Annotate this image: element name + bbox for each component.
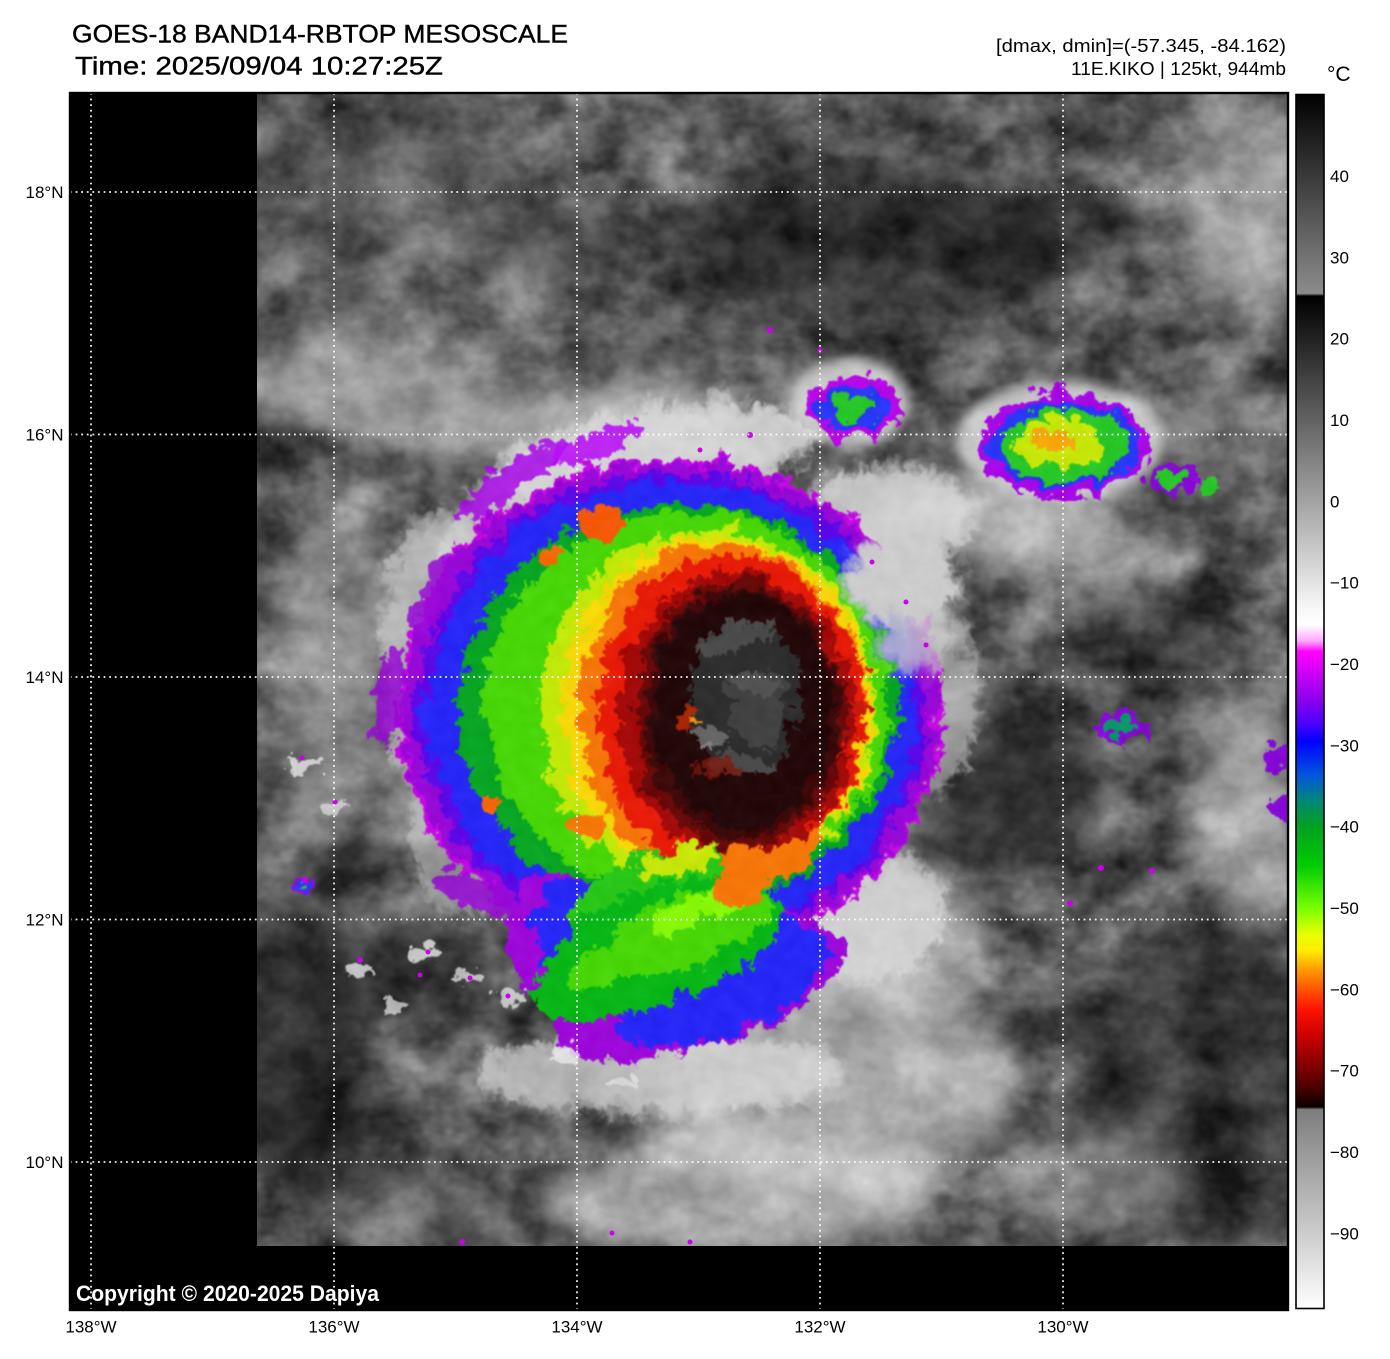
svg-text:−50: −50 xyxy=(1330,899,1359,918)
svg-text:Copyright © 2020-2025 Dapiya: Copyright © 2020-2025 Dapiya xyxy=(76,1281,380,1306)
svg-text:132°W: 132°W xyxy=(794,1318,845,1337)
svg-text:−90: −90 xyxy=(1330,1224,1359,1243)
svg-text:20: 20 xyxy=(1330,330,1349,349)
svg-text:138°W: 138°W xyxy=(65,1318,116,1337)
svg-text:0: 0 xyxy=(1330,492,1339,511)
svg-text:−40: −40 xyxy=(1330,818,1359,837)
svg-text:°C: °C xyxy=(1327,63,1351,86)
svg-text:12°N: 12°N xyxy=(26,911,64,930)
svg-text:GOES-18 BAND14-RBTOP MESOSCALE: GOES-18 BAND14-RBTOP MESOSCALE xyxy=(72,21,568,49)
svg-text:−60: −60 xyxy=(1330,980,1359,999)
svg-text:18°N: 18°N xyxy=(26,183,64,202)
svg-text:−80: −80 xyxy=(1330,1143,1359,1162)
svg-text:10: 10 xyxy=(1330,411,1349,430)
svg-text:−20: −20 xyxy=(1330,655,1359,674)
svg-text:40: 40 xyxy=(1330,167,1349,186)
svg-text:−70: −70 xyxy=(1330,1062,1359,1081)
svg-text:−30: −30 xyxy=(1330,736,1359,755)
svg-text:Time: 2025/09/04 10:27:25Z: Time: 2025/09/04 10:27:25Z xyxy=(75,53,443,81)
svg-text:134°W: 134°W xyxy=(551,1318,602,1337)
svg-text:16°N: 16°N xyxy=(26,426,64,445)
svg-text:14°N: 14°N xyxy=(26,668,64,687)
svg-text:136°W: 136°W xyxy=(308,1318,359,1337)
svg-text:−10: −10 xyxy=(1330,574,1359,593)
svg-text:30: 30 xyxy=(1330,248,1349,267)
svg-text:10°N: 10°N xyxy=(26,1153,64,1172)
svg-text:130°W: 130°W xyxy=(1037,1318,1088,1337)
svg-text:11E.KIKO | 125kt, 944mb: 11E.KIKO | 125kt, 944mb xyxy=(1071,59,1286,79)
svg-text:[dmax, dmin]=(-57.345, -84.162: [dmax, dmin]=(-57.345, -84.162) xyxy=(996,36,1286,56)
